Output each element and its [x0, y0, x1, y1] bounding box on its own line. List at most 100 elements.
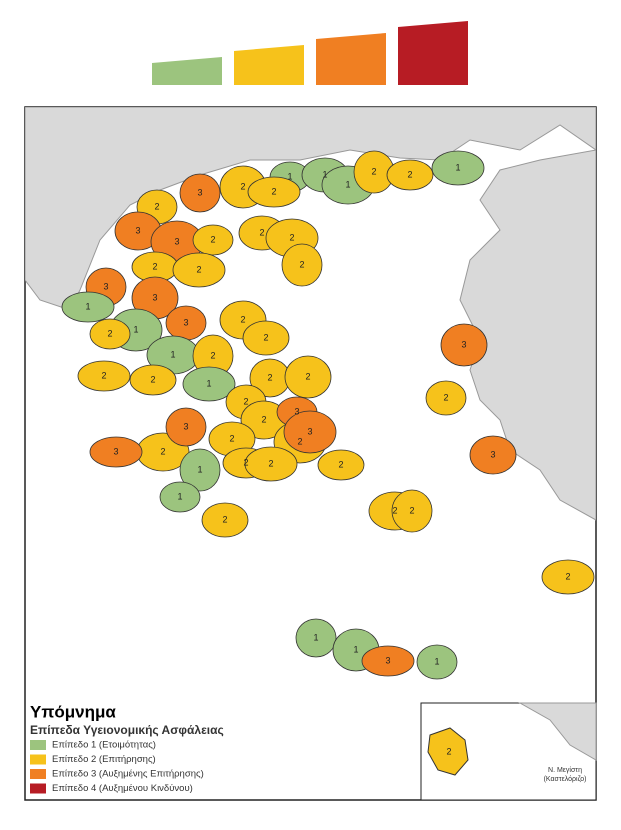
region-label: 1: [455, 162, 460, 172]
region: [172, 252, 226, 288]
region: [469, 435, 517, 475]
legend-label: Επίπεδο 1 (Ετοιμότητας): [52, 740, 156, 751]
region: [244, 446, 298, 482]
region-label: 2: [299, 259, 304, 269]
region: [295, 618, 337, 658]
region-label: 3: [294, 406, 299, 416]
legend-label: Επίπεδο 2 (Επιτήρησης): [52, 754, 156, 765]
region-label: 2: [196, 264, 201, 274]
region: [242, 320, 290, 356]
legend-swatch: [30, 769, 46, 779]
region-label: 2: [261, 414, 266, 424]
region-label: 2: [371, 166, 376, 176]
region: [317, 449, 365, 481]
region-label: 2: [259, 227, 264, 237]
legend-label: Επίπεδο 4 (Αυξημένου Κινδύνου): [52, 783, 193, 794]
region: [416, 644, 458, 680]
region: [425, 380, 467, 416]
region-label: 2: [240, 181, 245, 191]
region: [247, 176, 301, 208]
region-label: 2: [160, 446, 165, 456]
region-label: 2: [407, 169, 412, 179]
region-label: 2: [229, 433, 234, 443]
region-label: 2: [152, 261, 157, 271]
region: [541, 559, 595, 595]
region-label: 1: [197, 464, 202, 474]
region-label: 2: [240, 314, 245, 324]
region-label: 2: [243, 457, 248, 467]
region: [440, 323, 488, 367]
level-swatch: [316, 33, 386, 85]
region: [391, 489, 433, 533]
region-label: 1: [322, 169, 327, 179]
region-label: 2: [154, 201, 159, 211]
region-label: 1: [170, 349, 175, 359]
region-label: 1: [85, 301, 90, 311]
region: [431, 150, 485, 186]
legend-swatch: [30, 783, 46, 794]
legend-title: Υπόμνημα: [30, 702, 116, 721]
region-label: 3: [183, 317, 188, 327]
region: [165, 407, 207, 447]
region: [159, 481, 201, 513]
inset-label: (Καστελόριζο): [544, 775, 587, 783]
region-label: 1: [353, 644, 358, 654]
region-label: 2: [210, 234, 215, 244]
region-label: 3: [113, 446, 118, 456]
region-label: 1: [434, 656, 439, 666]
region-label: 3: [174, 236, 179, 246]
region-label: 2: [271, 186, 276, 196]
region-label: 2: [338, 459, 343, 469]
inset-region-label: 2: [446, 746, 451, 756]
region: [386, 159, 434, 191]
region-shapes: [61, 150, 595, 680]
region: [77, 360, 131, 392]
region: [284, 355, 332, 399]
legend-label: Επίπεδο 3 (Αυξημένης Επιτήρησης): [52, 769, 204, 780]
region: [89, 436, 143, 468]
region: [192, 224, 234, 256]
region-label: 2: [107, 328, 112, 338]
legend-swatch: [30, 740, 46, 750]
region-label: 1: [177, 491, 182, 501]
regions: 1 1 1 2 2 1 3 2 2 2 3 3 2 2 2 2 2 2 3 3 1 3 2 1 2 2 1 2 2 1 2 2 2 2 2 2 3 2 2 1…: [61, 150, 595, 680]
region: [129, 364, 177, 396]
region: [89, 318, 131, 350]
legend-subtitle: Επίπεδα Υγειονομικής Ασφάλειας: [30, 723, 224, 737]
legend: Επίπεδο 1 (Ετοιμότητας) Επίπεδο 2 (Επιτήρ…: [30, 740, 204, 794]
region-label: 1: [206, 378, 211, 388]
region-label: 2: [150, 374, 155, 384]
region-label: 3: [385, 655, 390, 665]
region-label: 1: [133, 324, 138, 334]
region-label: 2: [443, 392, 448, 402]
region-label: 3: [135, 225, 140, 235]
region: [182, 366, 236, 402]
region-label: 2: [297, 436, 302, 446]
level-swatch: [234, 45, 304, 85]
inset-region: [427, 727, 469, 776]
region-label: 2: [289, 232, 294, 242]
region-label: 3: [183, 421, 188, 431]
inset-label: Ν. Μεγίστη: [548, 766, 582, 774]
region: [283, 410, 337, 454]
region-label: 3: [103, 281, 108, 291]
region-label: 3: [152, 292, 157, 302]
region-label: 2: [565, 571, 570, 581]
region: [61, 291, 115, 323]
region-label: 2: [409, 505, 414, 515]
legend-swatch: [30, 754, 46, 765]
region-label: 3: [197, 187, 202, 197]
region-label: 1: [345, 179, 350, 189]
region: [179, 448, 221, 492]
region-label: 2: [243, 396, 248, 406]
level-swatch: [398, 21, 468, 85]
region-label: 1: [287, 171, 292, 181]
region: [361, 645, 415, 677]
region-labels: 1 1 1 2 2 1 3 2 2 2 3 3 2 2 2 2 2 2 3 3 1 3 2 1 2 2 1 2 2 1 2 2 2 2 2 2 3 2 2 1…: [85, 162, 570, 666]
region-label: 3: [461, 339, 466, 349]
inset-land: [518, 702, 597, 761]
region: [179, 173, 221, 213]
level-scale: [152, 21, 468, 85]
